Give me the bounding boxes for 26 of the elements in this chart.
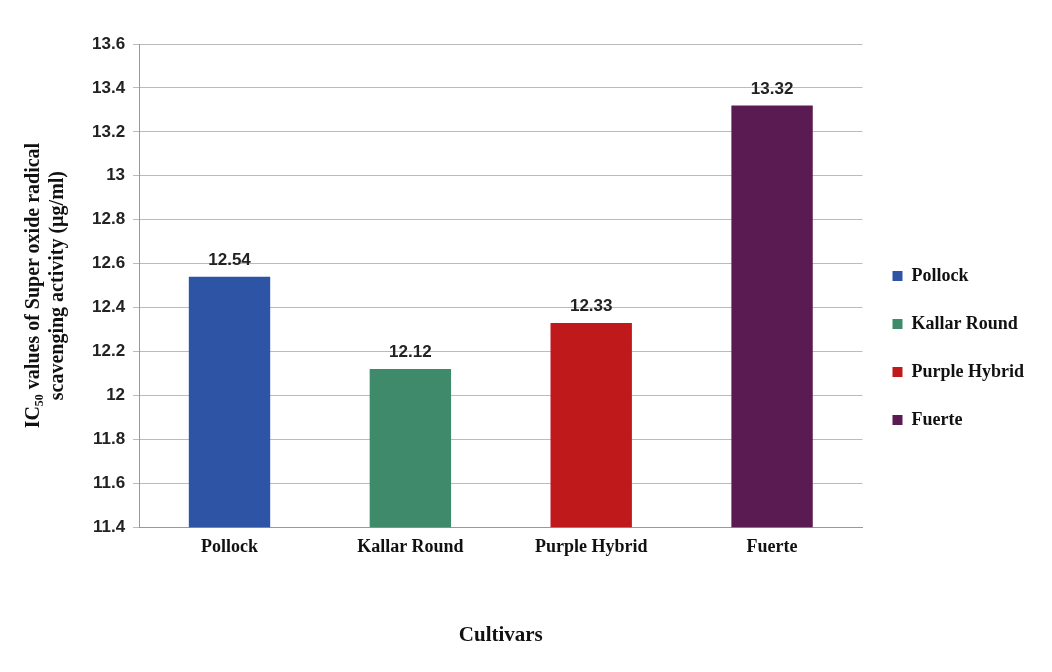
y-tick-label: 12.4 xyxy=(91,297,126,317)
y-tick-label: 11.8 xyxy=(92,429,126,449)
y-tick-label: 12.6 xyxy=(91,253,126,273)
x-tick-label: Kallar Round xyxy=(357,535,464,556)
data-label: 12.54 xyxy=(208,250,252,269)
y-tick-label: 12.2 xyxy=(91,341,126,361)
y-axis-title: IC₅₀ values of Super oxide radical scavenging activity (µg/ml) xyxy=(21,142,69,429)
x-axis-title: Cultivars xyxy=(458,621,543,646)
y-tick-label: 12 xyxy=(106,385,126,405)
y-tick-label: 11.6 xyxy=(92,472,126,492)
y-tick-label: 11.4 xyxy=(92,516,126,536)
legend-label: Kallar Round xyxy=(911,312,1018,333)
data-label: 12.33 xyxy=(569,296,613,316)
y-tick-label: 13.4 xyxy=(91,77,126,97)
y-tick-label: 12.8 xyxy=(91,209,126,229)
x-tick-label: Fuerte xyxy=(746,535,798,556)
data-label: 13.32 xyxy=(750,78,794,98)
data-label: 12.12 xyxy=(389,342,432,362)
legend-label: Fuerte xyxy=(911,408,963,429)
y-tick-label: 13 xyxy=(106,165,126,185)
legend-label: Purple Hybrid xyxy=(911,360,1025,381)
x-tick-label: Pollock xyxy=(201,535,259,556)
y-tick-label: 13.2 xyxy=(91,121,126,141)
y-tick-label: 13.6 xyxy=(91,33,126,53)
x-tick-label: Purple Hybrid xyxy=(534,535,648,556)
legend-label: Pollock xyxy=(911,264,969,285)
